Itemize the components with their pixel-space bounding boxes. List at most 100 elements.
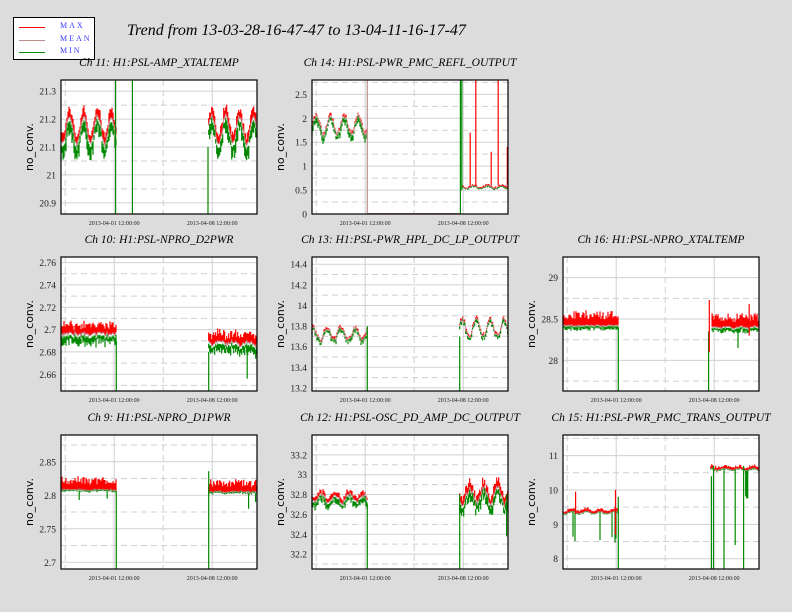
y-tick-label: 21.1 — [39, 144, 56, 154]
y-tick-label: 0 — [302, 211, 307, 221]
x-tick-label: 2013-04-01 12:00:00 — [89, 398, 140, 404]
min-trace — [208, 117, 258, 161]
x-tick-label: 2013-04-08 12:00:00 — [438, 576, 489, 582]
mean-trace — [208, 112, 258, 147]
legend-label-max: MAX — [60, 21, 85, 30]
chart-panel: 2.7 2.75 2.8 2.85 2013-04-01 12:00:00 2013-04… — [23, 412, 258, 582]
x-tick-label: 2013-04-08 12:00:00 — [187, 576, 238, 582]
max-trace — [711, 313, 759, 329]
y-tick-label: 2.7 — [44, 326, 56, 336]
plot-frame — [311, 434, 509, 570]
chart-panel: 2.66 2.68 2.7 2.72 2.74 2.76 2013-04-01 12:00:… — [23, 234, 258, 404]
x-tick-label: 2013-04-08 12:00:00 — [187, 398, 238, 404]
y-tick-label: 2.85 — [39, 458, 56, 468]
y-tick-label: 13.6 — [290, 343, 307, 353]
plot-area — [312, 80, 508, 214]
y-tick-label: 2.8 — [44, 492, 56, 502]
x-tick-label: 2013-04-01 12:00:00 — [340, 576, 391, 582]
chart-panel: 28 28.5 29 2013-04-01 12:00:00 2013-04-08 12… — [525, 234, 760, 404]
mean-trace — [208, 489, 258, 494]
x-tick-label: 2013-04-01 12:00:00 — [591, 398, 642, 404]
y-tick-label: 2.74 — [39, 281, 56, 291]
x-tick-label: 2013-04-01 12:00:00 — [591, 576, 642, 582]
y-tick-label: 0.5 — [295, 187, 307, 197]
x-tick-label: 2013-04-01 12:00:00 — [89, 576, 140, 582]
y-axis-label: no_conv. — [23, 478, 36, 526]
y-tick-label: 2.76 — [39, 259, 56, 269]
chart-title: Ch 12: H1:PSL-OSC_PD_AMP_DC_OUTPUT — [300, 412, 521, 424]
chart-title: Ch 11: H1:PSL-AMP_XTALTEMP — [79, 57, 239, 69]
y-tick-label: 21 — [47, 171, 57, 181]
y-tick-label: 29 — [549, 274, 559, 284]
y-tick-label: 28 — [549, 357, 559, 367]
max-trace — [208, 328, 258, 348]
y-tick-label: 2.72 — [39, 304, 56, 314]
y-tick-label: 13.4 — [290, 364, 307, 374]
legend-swatch-mean — [19, 40, 45, 41]
y-axis-label: no_conv. — [274, 300, 287, 348]
chart-panel: 13.2 13.4 13.6 13.8 14 14.2 14.4 2013-04-01 12:… — [274, 234, 521, 404]
plot-frame — [60, 434, 258, 570]
chart-panel: 32.2 32.4 32.6 32.8 33 33.2 2013-04-01 12:00:0… — [274, 412, 521, 582]
plot-area — [563, 435, 759, 569]
y-tick-label: 2.5 — [295, 91, 307, 101]
legend-item-max: MAX — [19, 21, 95, 33]
legend-item-min: MIN — [19, 46, 95, 58]
y-axis-label: no_conv. — [23, 300, 36, 348]
mean-trace — [459, 485, 509, 509]
max-trace — [710, 464, 760, 471]
y-tick-label: 2.68 — [39, 348, 56, 358]
plot-frame — [562, 434, 760, 570]
chart-title: Ch 9: H1:PSL-NPRO_D1PWR — [87, 412, 230, 424]
y-tick-label: 21.3 — [39, 88, 56, 98]
y-tick-label: 32.2 — [290, 551, 307, 561]
plot-frame — [562, 256, 760, 392]
mean-trace — [60, 330, 117, 338]
chart-panel: 20.9 21 21.1 21.2 21.3 2013-04-01 12:00:00 201… — [23, 57, 258, 227]
chart-title: Ch 16: H1:PSL-NPRO_XTALTEMP — [578, 234, 745, 246]
plot-frame — [311, 256, 509, 392]
y-tick-label: 14 — [298, 302, 308, 312]
y-tick-label: 2.66 — [39, 371, 56, 381]
y-tick-label: 33 — [298, 471, 308, 481]
x-tick-label: 2013-04-01 12:00:00 — [340, 398, 391, 404]
mean-trace — [60, 113, 117, 147]
min-trace — [710, 468, 760, 499]
mean-trace — [711, 325, 759, 330]
plot-area — [61, 257, 257, 391]
y-axis-label: no_conv. — [525, 478, 538, 526]
main-title: Trend from 13-03-28-16-47-47 to 13-04-11… — [127, 22, 466, 39]
mean-trace — [208, 338, 258, 349]
plot-area — [61, 435, 257, 569]
legend-item-mean: MEAN — [19, 34, 95, 46]
y-axis-label: no_conv. — [23, 123, 36, 171]
chart-title: Ch 10: H1:PSL-NPRO_D2PWR — [85, 234, 234, 246]
legend-label-mean: MEAN — [60, 34, 92, 43]
plot-frame — [60, 256, 258, 392]
legend-swatch-min — [19, 52, 45, 53]
chart-title: Ch 14: H1:PSL-PWR_PMC_REFL_OUTPUT — [304, 57, 518, 69]
mean-trace — [562, 324, 619, 328]
y-tick-label: 14.4 — [290, 261, 307, 271]
y-tick-label: 14.2 — [290, 281, 307, 291]
min-trace — [459, 319, 509, 341]
x-tick-label: 2013-04-08 12:00:00 — [438, 398, 489, 404]
mean-trace — [311, 326, 368, 344]
plot-frame — [311, 79, 509, 215]
y-tick-label: 8 — [553, 555, 558, 565]
y-tick-label: 32.6 — [290, 511, 307, 521]
legend-swatch-max — [19, 27, 45, 28]
chart-title: Ch 15: H1:PSL-PWR_PMC_TRANS_OUTPUT — [551, 412, 772, 424]
chart-panel: 0 0.5 1 1.5 2 2.5 2013-04-01 12:00:00 2013-04-0… — [274, 57, 518, 227]
y-tick-label: 13.2 — [290, 384, 307, 394]
chart-title: Ch 13: H1:PSL-PWR_HPL_DC_LP_OUTPUT — [301, 234, 520, 246]
y-tick-label: 11 — [549, 452, 558, 462]
x-tick-label: 2013-04-08 12:00:00 — [438, 221, 489, 227]
y-tick-label: 20.9 — [39, 199, 56, 209]
y-tick-label: 2.7 — [44, 559, 56, 569]
x-tick-label: 2013-04-08 12:00:00 — [689, 576, 740, 582]
min-trace — [461, 185, 509, 191]
legend-label-min: MIN — [60, 46, 82, 55]
y-tick-label: 2.75 — [39, 525, 56, 535]
